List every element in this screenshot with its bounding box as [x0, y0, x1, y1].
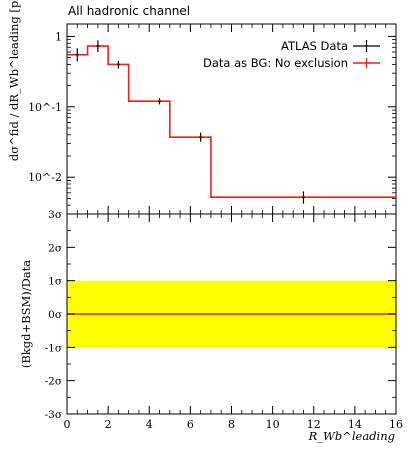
main-y-tick-label: 10^-1 [28, 101, 62, 114]
ratio-y-tick-label: -2σ [45, 376, 62, 388]
legend: ATLAS Data Data as BG: No exclusion [203, 39, 380, 70]
ratio-y-tick-label: 3σ [48, 209, 62, 221]
data-point [301, 191, 305, 204]
data-point [96, 40, 100, 53]
mc-histogram-series [67, 45, 396, 198]
x-axis-label: R_Wb^leading [308, 429, 395, 443]
ratio-y-tick-label: 0σ [48, 309, 62, 321]
ratio-y-tick-label: 2σ [48, 242, 62, 254]
data-points-series [75, 40, 305, 204]
main-y-tick-label: 10^-2 [28, 171, 62, 184]
x-tick-label: 2 [105, 418, 112, 431]
x-tick-label: 4 [146, 418, 153, 431]
main-panel: All hadronic channel 1 10^-1 10^-2 ATLAS D… [7, 0, 397, 215]
x-tick-label: 6 [187, 418, 194, 431]
mc-histogram-line [67, 45, 396, 198]
main-y-axis-label: dσ^fid / dR_Wb^leading [pb] [7, 0, 21, 161]
data-point [116, 60, 120, 69]
ratio-x-ticks: 0 2 4 6 8 10 12 14 16 [64, 214, 403, 431]
x-tick-label: 10 [266, 418, 280, 431]
legend-label-mc: Data as BG: No exclusion [203, 56, 348, 70]
chart-title: All hadronic channel [68, 4, 190, 18]
x-tick-label: 8 [228, 418, 235, 431]
legend-label-data: ATLAS Data [281, 39, 348, 53]
main-y-axis-label-text: dσ^fid / dR_Wb^leading [pb] [7, 0, 21, 161]
x-tick-label: 14 [348, 418, 362, 431]
data-point [75, 48, 79, 62]
ratio-y-ticks: 3σ 2σ 1σ 0σ -1σ -2σ -3σ [45, 209, 396, 421]
ratio-y-tick-label: -1σ [45, 342, 62, 354]
legend-entry-mc: Data as BG: No exclusion [203, 56, 380, 70]
main-y-ticks: 1 10^-1 10^-2 [28, 30, 396, 215]
x-tick-label: 12 [307, 418, 321, 431]
data-point [158, 98, 162, 105]
main-y-tick-label: 1 [55, 30, 62, 43]
ratio-y-axis-label: (Bkgd+BSM)/Data [19, 260, 33, 368]
legend-entry-data: ATLAS Data [281, 39, 380, 53]
data-point [199, 132, 203, 142]
ratio-panel: 0 2 4 6 8 10 12 14 16 3σ 2σ 1σ 0σ -1σ -2σ -3σ (Bkgd+BS… [19, 209, 403, 443]
ratio-y-tick-label: -3σ [45, 409, 62, 421]
x-tick-label: 0 [64, 418, 71, 431]
main-x-ticks [66, 24, 397, 214]
x-tick-label: 16 [389, 418, 403, 431]
ratio-y-tick-label: 1σ [48, 276, 62, 288]
